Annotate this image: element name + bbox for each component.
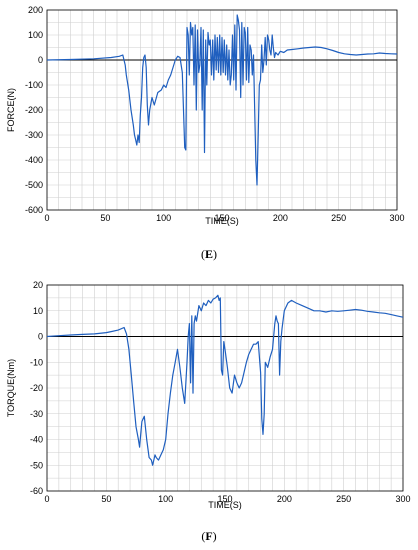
x-tick-label: 50 [101,494,111,504]
y-tick-label: -50 [30,460,43,470]
plot-frame [46,9,398,211]
x-tick-label: 300 [389,213,404,223]
y-tick-label: 100 [28,30,43,40]
y-tick-label: 20 [33,280,43,290]
x-tick-label: 0 [44,213,49,223]
y-tick-label: -400 [25,155,43,165]
panel-caption: (E) [201,247,217,261]
x-tick-label: 100 [158,494,173,504]
force-chart-panel: 0 50 100 150 200 250 300 200 100 0 -100 -200 -300 -40… [6,5,405,261]
x-axis-label: TIME(S) [208,500,242,510]
plot-frame [46,284,404,492]
x-tick-label: 50 [100,213,110,223]
y-tick-label: -600 [25,205,43,215]
y-tick-label: -10 [30,357,43,367]
y-tick-label: 10 [33,306,43,316]
y-axis-label: TORQUE(Nm) [6,359,16,417]
x-axis-label: TIME(S) [205,216,239,226]
y-tick-label: 0 [38,332,43,342]
y-tick-label: 200 [28,5,43,15]
torque-chart-panel: 0 50 100 150 200 250 30020100-10-20-30-40-50-6… [6,280,411,543]
x-tick-label: 250 [336,494,351,504]
y-tick-label: -200 [25,105,43,115]
x-tick-label: 100 [156,213,171,223]
series-line [46,294,404,466]
x-tick-label: 200 [277,494,292,504]
panel-caption: (F) [201,529,216,543]
y-tick-label: -500 [25,180,43,190]
y-tick-label: -100 [25,80,43,90]
y-tick-label: -60 [30,486,43,496]
x-tick-label: 250 [331,213,346,223]
x-tick-label: 300 [395,494,410,504]
x-tick-label: 200 [273,213,288,223]
x-tick-label: 0 [44,494,49,504]
y-tick-label: -300 [25,130,43,140]
series-line [46,14,398,186]
y-axis-label: FORCE(N) [6,88,16,132]
y-tick-label: 0 [38,55,43,65]
x-tick-label: 150 [217,494,232,504]
x-tick-label: 150 [214,213,229,223]
y-tick-label: -40 [30,435,43,445]
y-tick-label: -20 [30,383,43,393]
y-tick-label: -30 [30,409,43,419]
